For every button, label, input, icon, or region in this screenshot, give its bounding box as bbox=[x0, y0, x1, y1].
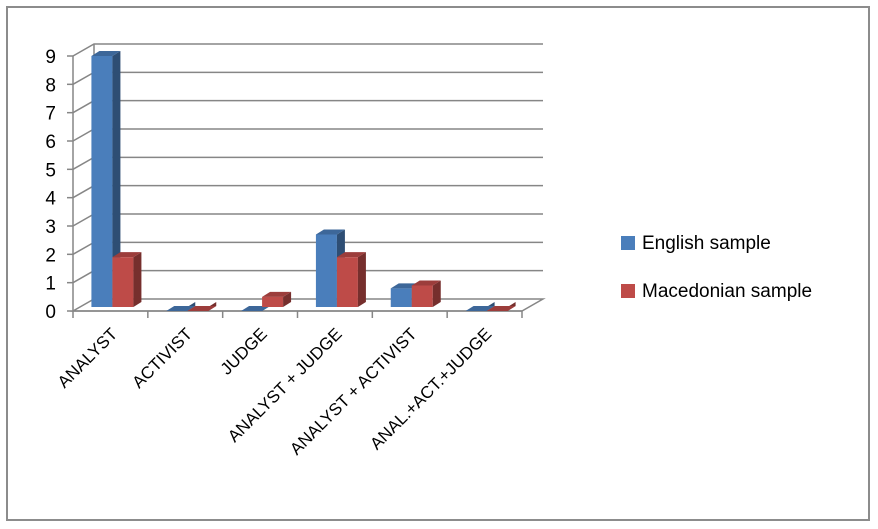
y-tick-label: 8 bbox=[45, 75, 56, 96]
y-axis-ticks: 0 1 2 3 4 5 6 7 8 9 bbox=[45, 47, 73, 323]
legend-label: Macedonian sample bbox=[642, 281, 812, 302]
bar-front bbox=[390, 288, 412, 307]
x-category-label: ANALYST + ACTIVIST bbox=[286, 324, 420, 458]
bar-top bbox=[241, 306, 271, 311]
bar-front bbox=[336, 257, 358, 307]
y-tick-label: 0 bbox=[45, 302, 56, 323]
legend-label: English sample bbox=[642, 233, 771, 254]
bar-side bbox=[357, 252, 366, 307]
bar-top bbox=[465, 306, 495, 311]
bar-top bbox=[262, 291, 292, 297]
y-tick-label: 5 bbox=[45, 160, 56, 181]
y-tick-label: 1 bbox=[45, 274, 56, 295]
x-category-label: JUDGE bbox=[217, 324, 271, 378]
bar-english bbox=[465, 302, 495, 311]
y-tick-label: 4 bbox=[45, 189, 56, 210]
legend: English sample Macedonian sample bbox=[621, 233, 812, 302]
bar-top bbox=[486, 306, 516, 311]
bar-side bbox=[283, 291, 292, 307]
bar-macedonian bbox=[187, 302, 217, 311]
bar-macedonian bbox=[486, 302, 516, 311]
bar-macedonian bbox=[336, 252, 366, 307]
back-wall bbox=[94, 44, 543, 299]
bar-top bbox=[166, 306, 196, 311]
bar-macedonian bbox=[262, 291, 292, 307]
bars bbox=[91, 51, 516, 311]
bar-top bbox=[411, 280, 441, 286]
y-tick-label: 2 bbox=[45, 245, 56, 266]
x-category-label: ACTIVIST bbox=[129, 324, 197, 392]
bar-top bbox=[91, 51, 121, 56]
legend-swatch bbox=[621, 284, 635, 298]
bar-macedonian bbox=[112, 252, 142, 307]
legend-swatch bbox=[621, 236, 635, 250]
bar-front bbox=[262, 296, 284, 307]
bar-side bbox=[432, 280, 441, 307]
bar-side bbox=[133, 252, 142, 307]
x-category-label: ANAL.+ACT.+JUDGE bbox=[366, 324, 495, 453]
bar-top bbox=[336, 252, 366, 258]
bar-top bbox=[315, 229, 345, 235]
bar-top bbox=[112, 252, 142, 258]
bar-side bbox=[112, 51, 121, 307]
bar-front bbox=[91, 56, 113, 307]
bar-front bbox=[411, 285, 433, 307]
y-tick-label: 3 bbox=[45, 217, 56, 238]
bar-front bbox=[315, 234, 337, 307]
bar-english bbox=[91, 51, 121, 307]
x-category-label: ANALYST bbox=[54, 324, 121, 391]
y-tick-label: 6 bbox=[45, 132, 56, 153]
y-tick-label: 7 bbox=[45, 104, 56, 125]
bar-macedonian bbox=[411, 280, 441, 307]
bar-english bbox=[166, 302, 196, 311]
y-tick-label: 9 bbox=[45, 47, 56, 68]
bar-top bbox=[187, 306, 217, 311]
bar-front bbox=[112, 257, 134, 307]
